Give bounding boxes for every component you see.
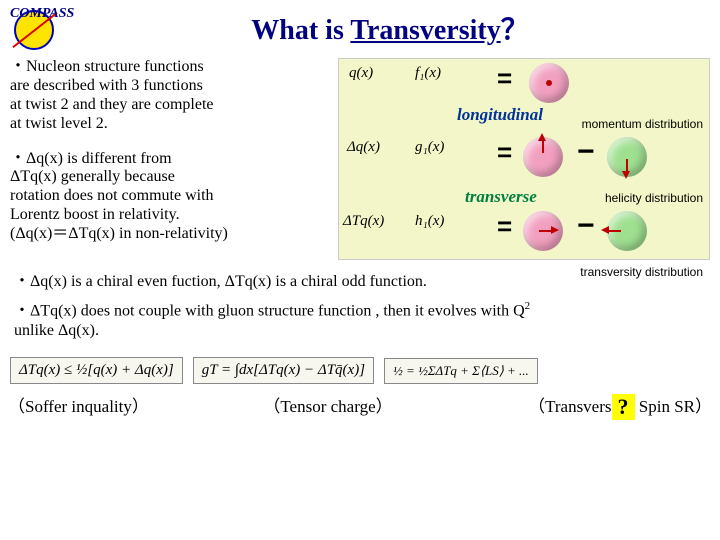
bullet-nucleon: ・Nucleon structure functions are describ…: [10, 58, 330, 134]
logo-text: COMPASS: [10, 6, 74, 22]
dist-label: transversity distribution: [580, 265, 703, 279]
formula-row: ΔTq(x) ≤ ½[q(x) + Δq(x)] gT = ∫dx[ΔTq(x)…: [0, 357, 720, 388]
dot-icon: [546, 80, 552, 86]
dist-row-helicity: Δq(x) g₁(x) = − helicity distribution: [339, 133, 709, 207]
page-title: What is Transversity？: [68, 8, 712, 48]
label-spin-sr: （Transvers? Spin SR）: [428, 392, 712, 418]
title-pre: What is: [251, 15, 350, 46]
minus-icon: −: [577, 209, 595, 243]
label-tensor: （Tensor charge）: [228, 392, 428, 418]
q-label: q(x): [349, 65, 373, 82]
arrow-right-icon: [551, 226, 559, 234]
title-post: ？: [501, 15, 529, 46]
dist-row-momentum: q(x) f₁(x) = momentum distribution: [339, 59, 709, 133]
minus-icon: −: [577, 135, 595, 169]
f-label: f₁(x): [415, 65, 441, 82]
label-spin-a: （Transvers: [528, 397, 611, 416]
arrow-down-stem: [626, 159, 628, 171]
dist-label: helicity distribution: [605, 191, 703, 205]
formula-tensor: gT = ∫dx[ΔTq(x) − ΔTq̄(x)]: [193, 357, 374, 384]
h-label: h₁(x): [415, 213, 444, 230]
equals-icon: =: [497, 211, 512, 242]
title-word: Transversity: [350, 15, 500, 46]
dist-label: momentum distribution: [582, 117, 703, 131]
arrow-left-stem: [609, 230, 621, 232]
header: COMPASS What is Transversity？: [0, 0, 720, 54]
dtq-label: ΔTq(x): [343, 213, 384, 230]
mid-section: ・Nucleon structure functions are describ…: [0, 54, 720, 266]
left-column: ・Nucleon structure functions are describ…: [10, 58, 330, 260]
arrow-right-stem: [539, 230, 551, 232]
bullet-gluon-a: ・ΔTq(x) does not couple with gluon struc…: [14, 302, 525, 319]
sup-2: 2: [525, 300, 531, 312]
formula-soffer: ΔTq(x) ≤ ½[q(x) + Δq(x)]: [10, 357, 183, 384]
bullet-gluon: ・ΔTq(x) does not couple with gluon struc…: [14, 300, 706, 341]
dist-row-transversity: ΔTq(x) h₁(x) = − transversity distributi…: [339, 207, 709, 281]
arrow-up-icon: [538, 133, 546, 141]
distribution-diagram: longitudinal transverse q(x) f₁(x) = mom…: [338, 58, 710, 260]
arrow-up-stem: [542, 141, 544, 153]
label-spin-b: Spin SR）: [635, 397, 712, 416]
arrow-down-icon: [622, 171, 630, 179]
dq-label: Δq(x): [347, 139, 380, 156]
arrow-left-icon: [601, 226, 609, 234]
bullet-gluon-b: unlike Δq(x).: [14, 322, 99, 339]
compass-logo: COMPASS: [8, 4, 68, 52]
bullet-delta-q: ・Δq(x) is different from ΔTq(x) generall…: [10, 150, 330, 244]
g-label: g₁(x): [415, 139, 444, 156]
question-mark-highlight: ?: [612, 394, 635, 420]
equals-icon: =: [497, 137, 512, 168]
label-soffer: （Soffer inquality）: [8, 392, 228, 418]
labels-row: （Soffer inquality） （Tensor charge） （Tran…: [0, 388, 720, 422]
formula-spin-sr: ½ = ½ΣΔTq + Σ⟨LS⟩ + ...: [384, 358, 538, 384]
equals-icon: =: [497, 63, 512, 94]
